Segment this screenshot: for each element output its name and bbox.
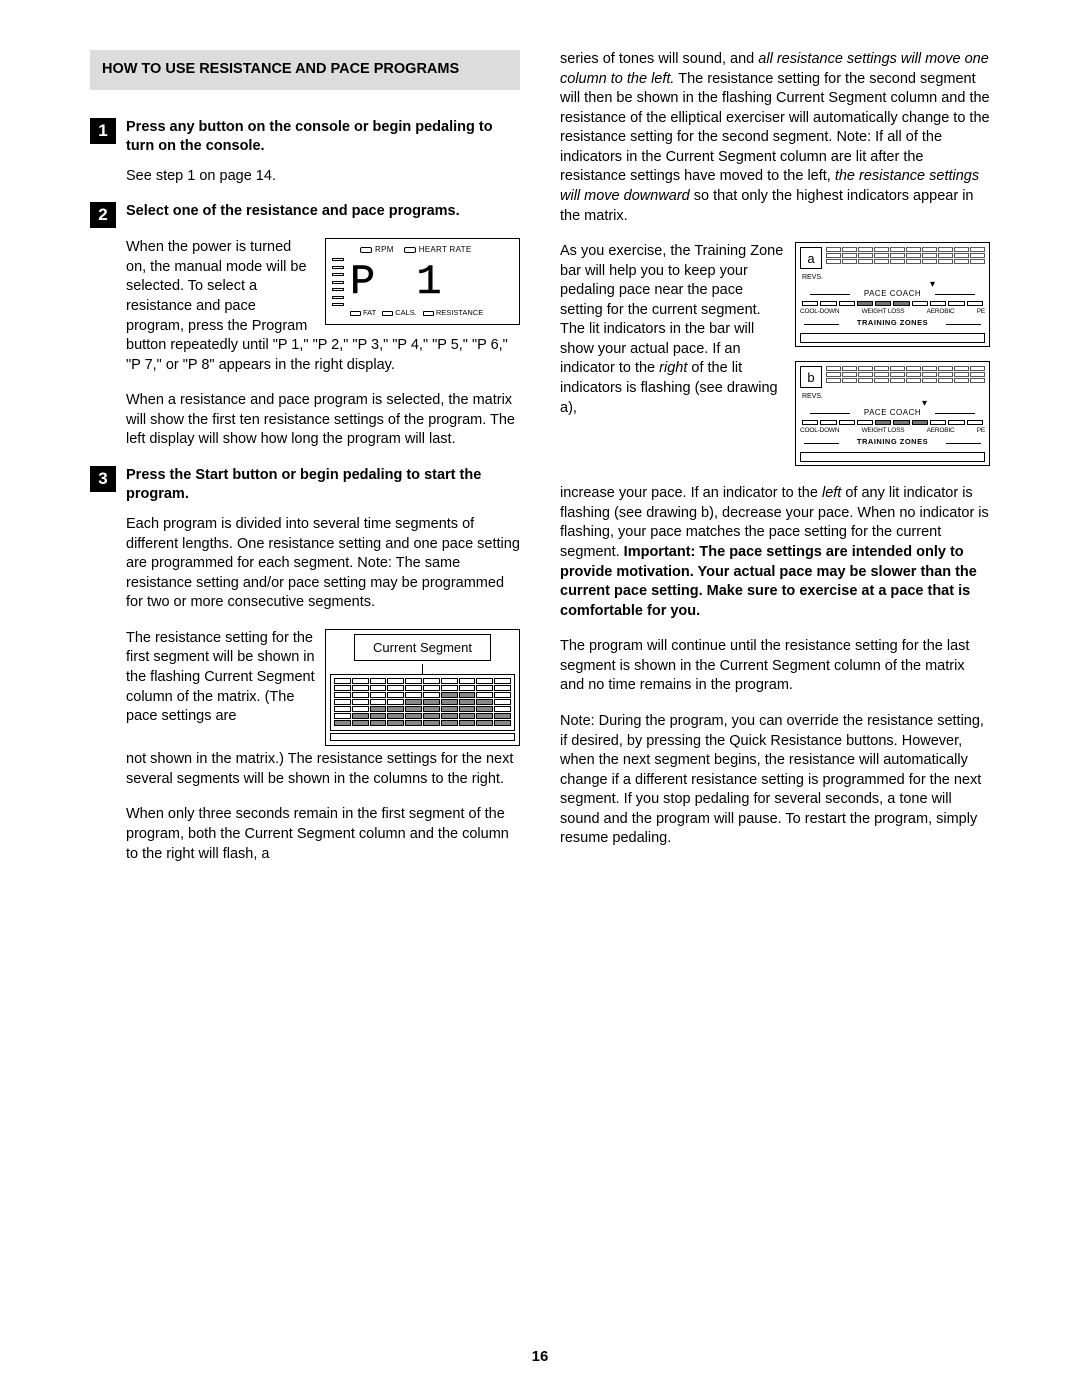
right-p3: The program will continue until the resi… (560, 637, 990, 696)
step-2-p1b: button repeatedly until "P 1," "P 2," "P… (126, 336, 520, 375)
step-2: 2 Select one of the resistance and pace … (90, 202, 520, 228)
lcd-heartrate-label: HEART RATE (404, 245, 472, 256)
lcd-bottom-labels: FAT CALS. RESISTANCE (350, 308, 513, 318)
lcd-rpm-label: RPM (360, 245, 394, 256)
step-2-p1a: When the power is turned on, the manual … (126, 239, 307, 333)
matrix-bottom-bar (330, 733, 515, 741)
lcd-top-labels: RPM HEART RATE (360, 245, 513, 256)
section-heading: HOW TO USE RESISTANCE AND PACE PROGRAMS (90, 50, 520, 90)
right-p2c: increase your pace. If an indicator to t… (560, 484, 990, 621)
step-3-p3: When only three seconds remain in the fi… (126, 805, 520, 864)
lcd-fat-label: FAT (350, 308, 376, 318)
right-p2-block: a REVS. ▾ PACE COACH COOL-DOWNWEIGHT LOS… (560, 242, 990, 484)
left-column: HOW TO USE RESISTANCE AND PACE PROGRAMS … (90, 50, 520, 880)
page-number: 16 (0, 1347, 1080, 1367)
lcd-digits: P 1 (350, 258, 450, 306)
training-zone-b: b REVS. ▾ PACE COACH COOL-DOWNWEIGHT LOS… (795, 361, 990, 466)
step-3: 3 Press the Start button or begin pedali… (90, 466, 520, 505)
right-p1: series of tones will sound, and all resi… (560, 50, 990, 226)
step-1-body: See step 1 on page 14. (126, 167, 520, 187)
lcd-cals-label: CALS. (382, 308, 417, 318)
step-3-p1: Each program is divided into several tim… (126, 515, 520, 613)
step-3-body: Each program is divided into several tim… (126, 515, 520, 864)
right-p4: Note: During the program, you can overri… (560, 712, 990, 849)
step-2-p2: When a resistance and pace program is se… (126, 391, 520, 450)
right-column: series of tones will sound, and all resi… (560, 50, 990, 880)
step-3-p2b: not shown in the matrix.) The resistance… (126, 750, 520, 789)
lcd-level-bars (332, 258, 344, 306)
step-2-title: Select one of the resistance and pace pr… (126, 202, 460, 228)
lcd-display-figure: RPM HEART RATE P 1 FAT CALS. RESISTANCE (325, 238, 520, 325)
lcd-resistance-label: RESISTANCE (423, 308, 483, 318)
matrix-grid (330, 674, 515, 731)
matrix-label: Current Segment (354, 634, 491, 662)
step-1: 1 Press any button on the console or beg… (90, 118, 520, 157)
training-zone-figures: a REVS. ▾ PACE COACH COOL-DOWNWEIGHT LOS… (795, 242, 990, 480)
matrix-figure: Current Segment (325, 629, 520, 747)
step-2-body: RPM HEART RATE P 1 FAT CALS. RESISTANCE … (126, 238, 520, 466)
step-3-p2a: The resistance setting for the first seg… (126, 630, 315, 724)
step-3-number: 3 (90, 466, 116, 492)
training-zone-a: a REVS. ▾ PACE COACH COOL-DOWNWEIGHT LOS… (795, 242, 990, 347)
step-2-number: 2 (90, 202, 116, 228)
step-1-number: 1 (90, 118, 116, 144)
step-3-title: Press the Start button or begin pedaling… (126, 466, 520, 505)
matrix-pointer (422, 664, 423, 674)
step-1-title: Press any button on the console or begin… (126, 118, 520, 157)
